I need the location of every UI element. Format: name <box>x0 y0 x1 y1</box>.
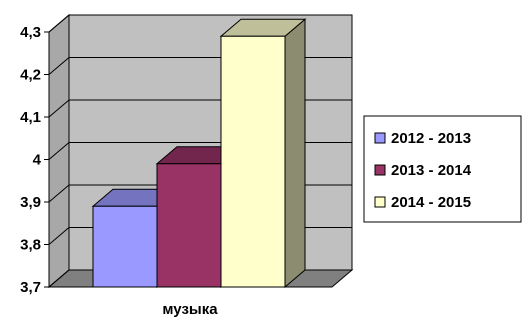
y-tick-label: 4,2 <box>20 67 41 84</box>
legend-swatch-2012-2013 <box>374 132 386 144</box>
legend-label-2012-2013: 2012 - 2013 <box>391 130 471 147</box>
bar-side <box>284 18 306 289</box>
legend-box <box>363 115 522 223</box>
gridline <box>48 14 352 33</box>
bar-front <box>220 35 286 288</box>
legend-label-2014-2015: 2014 - 2015 <box>391 194 471 211</box>
bar-2014-2015 <box>219 18 307 289</box>
y-axis: 3,7 3,8 3,9 4 4,1 4,2 4,3 <box>20 24 50 296</box>
legend: 2012 - 2013 2013 - 2014 2014 - 2015 <box>363 115 522 223</box>
y-tick-label: 3,9 <box>20 194 41 211</box>
legend-swatch-2014-2015 <box>374 196 386 208</box>
legend-swatch-2013-2014 <box>374 164 386 176</box>
y-tick-label: 3,7 <box>20 279 41 296</box>
bar-front <box>92 205 158 288</box>
y-tick-label: 3,8 <box>20 237 41 254</box>
x-axis: музыка <box>49 286 332 318</box>
y-tick-label: 4,1 <box>20 109 41 126</box>
bars <box>91 18 307 289</box>
bar-front <box>156 163 222 288</box>
y-tick-label: 4,3 <box>20 24 41 41</box>
legend-label-2013-2014: 2013 - 2014 <box>391 162 472 179</box>
y-tick-label: 4 <box>33 152 42 169</box>
category-label: музыка <box>162 301 218 318</box>
